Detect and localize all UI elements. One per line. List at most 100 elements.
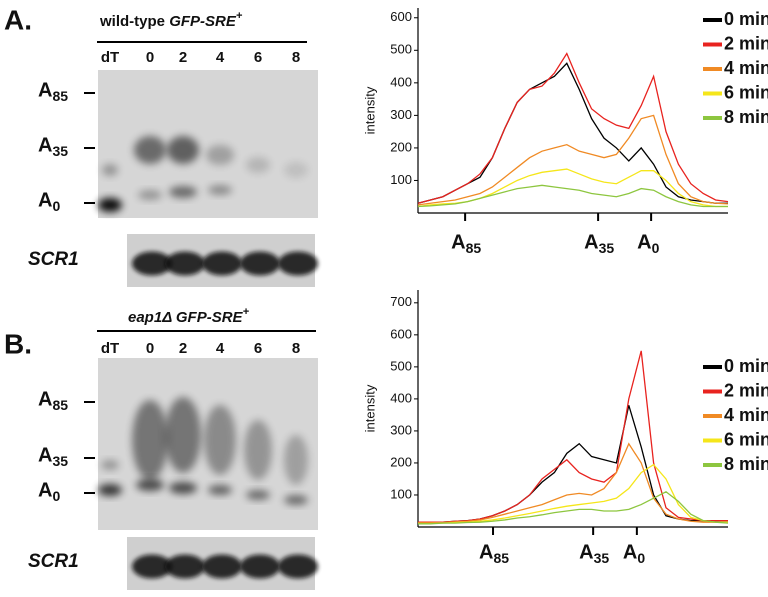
gel-band [98,484,122,496]
x-tick-label: A35 [584,231,614,255]
legend-label: 8 min [724,107,768,127]
lane-label: 0 [146,49,154,66]
gel-band [208,185,232,195]
marker-label: A35 [38,134,68,158]
y-tick-label: 300 [390,107,412,122]
gel-band [284,435,308,485]
y-tick-label: 600 [390,9,412,24]
legend-label: 6 min [724,82,768,102]
marker-label: A0 [38,479,60,503]
gel-band [167,136,199,164]
gel-band [138,190,162,200]
gel-band [246,490,270,500]
lane-label: 4 [216,340,225,357]
marker-label: A85 [38,79,68,103]
loading-band [278,251,318,276]
gel-header: wild-type GFP-SRE+ [99,10,243,30]
gel-band [284,162,308,178]
legend-label: 0 min [724,356,768,376]
gel-band [169,186,197,198]
lane-label: dT [101,340,119,357]
marker-label: A85 [38,388,68,412]
construct: GFP-SRE [169,13,237,30]
panel-label: B. [4,328,32,359]
legend-label: 2 min [724,33,768,53]
gel-band [136,479,164,491]
gel-band [169,482,197,494]
lane-label: 4 [216,49,225,66]
legend-label: 2 min [724,380,768,400]
y-tick-label: 100 [390,172,412,187]
loading-label: SCR1 [28,249,79,270]
y-tick-label: 400 [390,390,412,405]
intensity-trace [418,350,728,523]
lane-label: dT [101,49,119,66]
intensity-trace [417,184,728,208]
gel-band [246,157,270,173]
y-tick-label: 200 [390,139,412,154]
panel-label: A. [4,4,32,35]
construct: GFP-SRE [176,309,244,326]
lane-label: 6 [254,49,262,66]
lane-label: 8 [292,49,300,66]
x-tick-label: A85 [451,231,481,255]
loading-band [202,251,242,276]
gel-image [98,70,318,218]
lane-label: 0 [146,340,154,357]
marker-label: A0 [38,189,60,213]
intensity-trace [418,491,729,525]
marker-label: A35 [38,444,68,468]
gel-band [244,420,272,480]
intensity-trace [417,62,728,204]
intensity-trace [417,114,729,206]
lane-label: 6 [254,340,262,357]
strain: wild-type [99,13,165,30]
legend-label: 4 min [724,405,768,425]
x-tick-label: A0 [623,541,645,565]
loading-band [165,251,205,276]
gel-band [102,164,118,176]
loading-band [132,554,172,579]
gel-band [284,495,308,505]
x-tick-label: A35 [579,541,609,565]
gel-band [98,198,122,212]
legend-label: 0 min [724,9,768,29]
lane-label: 8 [292,340,300,357]
loading-band [165,554,205,579]
y-tick-label: 600 [390,326,412,341]
superscript: + [243,306,250,318]
x-tick-label: A85 [479,541,509,565]
intensity-trace [417,52,729,204]
gel-band [165,397,201,473]
lane-label: 2 [179,49,187,66]
y-tick-label: 300 [390,422,412,437]
y-axis-label: intensity [362,384,377,432]
strain: eap1Δ [128,309,172,326]
legend-label: 8 min [724,454,768,474]
y-tick-label: 500 [390,358,412,373]
superscript: + [236,10,243,22]
gel-band [208,485,232,495]
legend-label: 4 min [724,58,768,78]
gel-header: eap1Δ GFP-SRE+ [128,306,250,326]
x-tick-label: A0 [637,231,659,255]
y-tick-label: 500 [390,42,412,57]
loading-band [278,554,318,579]
gel-band [204,405,236,475]
loading-band [132,251,172,276]
y-tick-label: 100 [390,486,412,501]
loading-label: SCR1 [28,551,79,572]
loading-band [240,554,280,579]
y-tick-label: 400 [390,74,412,89]
loading-band [202,554,242,579]
gel-band [101,460,119,470]
gel-band [134,136,166,164]
legend-label: 6 min [724,429,768,449]
loading-band [240,251,280,276]
y-tick-label: 700 [390,294,412,309]
y-axis-label: intensity [362,86,377,134]
y-tick-label: 200 [390,454,412,469]
lane-label: 2 [179,340,187,357]
gel-band [132,400,168,480]
